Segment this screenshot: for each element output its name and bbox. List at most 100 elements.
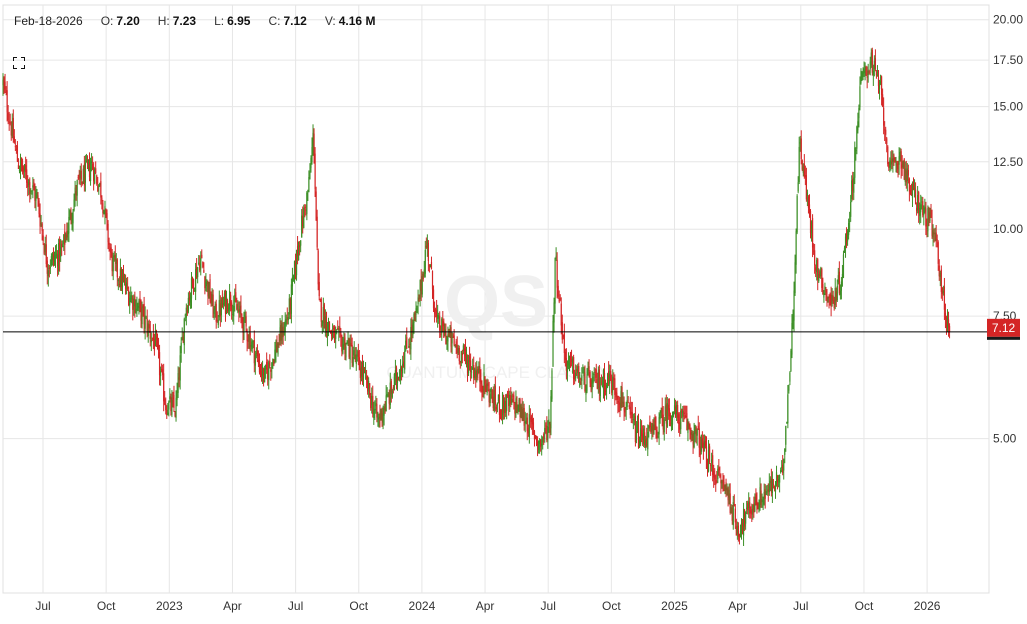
candle: [512, 393, 514, 403]
x-tick-label: Jul: [288, 599, 303, 613]
candle: [809, 209, 812, 239]
candle: [294, 253, 297, 280]
candle: [845, 227, 848, 249]
candle: [599, 377, 601, 403]
candle: [179, 345, 181, 390]
candle: [635, 421, 638, 444]
candle: [151, 337, 153, 342]
candle: [489, 388, 491, 407]
candle: [768, 473, 770, 496]
candle: [793, 281, 795, 332]
candle: [819, 269, 821, 279]
candle: [892, 150, 894, 173]
candle: [431, 270, 434, 299]
candle: [306, 191, 308, 221]
candle: [48, 264, 50, 278]
candle: [450, 321, 452, 353]
candle: [843, 245, 846, 254]
candle: [758, 499, 760, 513]
candle: [842, 250, 845, 279]
candle: [928, 206, 930, 227]
candle: [302, 206, 304, 234]
open-readout: O: 7.20: [101, 14, 140, 28]
candle: [205, 273, 207, 292]
candle: [298, 241, 300, 261]
close-key: C:: [268, 14, 281, 28]
candle: [941, 287, 943, 301]
candle: [120, 267, 123, 292]
candle: [266, 352, 268, 374]
candle: [855, 147, 857, 161]
candle: [782, 454, 784, 476]
candle: [40, 214, 42, 227]
candle: [794, 254, 796, 296]
candle: [715, 474, 717, 492]
candle: [940, 265, 942, 299]
candle: [711, 452, 713, 472]
candle: [139, 291, 141, 313]
candle: [85, 153, 88, 163]
candle: [725, 478, 727, 498]
volume-value: 4.16 M: [338, 14, 376, 28]
candle: [833, 296, 835, 311]
candle: [852, 171, 854, 201]
candle: [522, 401, 524, 422]
candle: [4, 73, 6, 93]
candle: [907, 164, 909, 184]
candle: [365, 369, 368, 389]
candle: [626, 389, 628, 410]
candle: [358, 350, 360, 371]
candle: [746, 500, 748, 515]
fullscreen-button[interactable]: [9, 53, 29, 73]
candle: [801, 159, 803, 172]
candle: [684, 405, 686, 420]
candle: [903, 157, 905, 181]
candle: [890, 151, 892, 171]
candle: [650, 421, 652, 434]
candle: [162, 364, 164, 381]
candle: [658, 412, 660, 445]
candle: [814, 243, 816, 274]
candle: [757, 502, 759, 510]
candle: [88, 152, 91, 182]
candle: [427, 240, 429, 272]
candle: [923, 205, 925, 226]
open-value: 7.20: [116, 14, 140, 28]
candle: [880, 75, 883, 106]
candle: [470, 353, 472, 382]
candle: [731, 504, 733, 525]
candle: [618, 395, 620, 413]
candle: [564, 348, 566, 367]
candle: [156, 333, 159, 350]
candle: [35, 186, 37, 211]
candle: [415, 301, 417, 323]
candle: [124, 274, 127, 295]
candle: [471, 366, 473, 379]
candle: [857, 112, 859, 134]
candle: [495, 404, 497, 414]
candle: [755, 488, 757, 506]
candle: [920, 194, 922, 223]
candle: [154, 323, 157, 347]
candle: [901, 155, 903, 177]
candle: [666, 397, 668, 428]
candle: [713, 464, 715, 488]
candle: [832, 290, 834, 304]
candle: [728, 483, 730, 505]
candle: [103, 209, 105, 215]
candle: [202, 261, 204, 269]
candle: [346, 340, 348, 345]
candle: [569, 351, 572, 368]
candle: [158, 344, 161, 386]
candle: [71, 212, 73, 231]
candle: [496, 402, 498, 413]
candle: [230, 291, 232, 312]
candle: [615, 388, 617, 401]
candle: [948, 323, 951, 339]
candle: [862, 67, 864, 81]
candle: [216, 311, 218, 323]
x-tick-label: Oct: [855, 599, 874, 613]
candle: [590, 378, 592, 393]
